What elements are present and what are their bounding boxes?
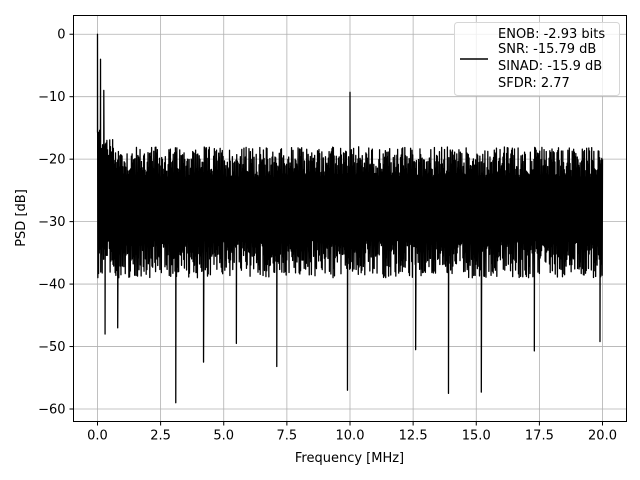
x-tick-label: 2.5 bbox=[150, 429, 171, 444]
legend-box bbox=[454, 22, 620, 96]
legend-line-sfdr: SFDR: 2.77 bbox=[498, 76, 570, 91]
x-tick-label: 0.0 bbox=[87, 429, 108, 444]
x-tick-label: 5.0 bbox=[213, 429, 234, 444]
x-tick-label: 20.0 bbox=[588, 429, 617, 444]
y-tick-label: −40 bbox=[38, 278, 65, 293]
y-tick-label: −50 bbox=[38, 340, 65, 355]
psd-series bbox=[96, 33, 604, 404]
y-axis-label: PSD [dB] bbox=[14, 189, 29, 247]
x-axis-label: Frequency [MHz] bbox=[295, 451, 404, 466]
x-tick-label: 7.5 bbox=[277, 429, 298, 444]
y-tick-label: 0 bbox=[57, 28, 65, 43]
legend: ENOB: -2.93 bits SNR: -15.79 dB SINAD: -… bbox=[454, 22, 620, 96]
psd-line bbox=[96, 33, 604, 404]
legend-line-snr: SNR: -15.79 dB bbox=[498, 42, 596, 57]
y-tick-label: −60 bbox=[38, 403, 65, 418]
y-tick-label: −10 bbox=[38, 90, 65, 105]
tick-marks bbox=[69, 33, 604, 426]
x-tick-label: 15.0 bbox=[462, 429, 491, 444]
y-tick-label: −30 bbox=[38, 215, 65, 230]
legend-line-enob: ENOB: -2.93 bits bbox=[498, 27, 605, 42]
y-tick-label: −20 bbox=[38, 153, 65, 168]
x-tick-label: 10.0 bbox=[336, 429, 365, 444]
legend-line-sinad: SINAD: -15.9 dB bbox=[498, 59, 602, 74]
x-tick-label: 12.5 bbox=[399, 429, 428, 444]
tick-labels: 0.0 2.5 5.0 7.5 10.0 12.5 15.0 17.5 20.0 0 −10 −20 −… bbox=[38, 28, 617, 444]
x-tick-label: 17.5 bbox=[525, 429, 554, 444]
